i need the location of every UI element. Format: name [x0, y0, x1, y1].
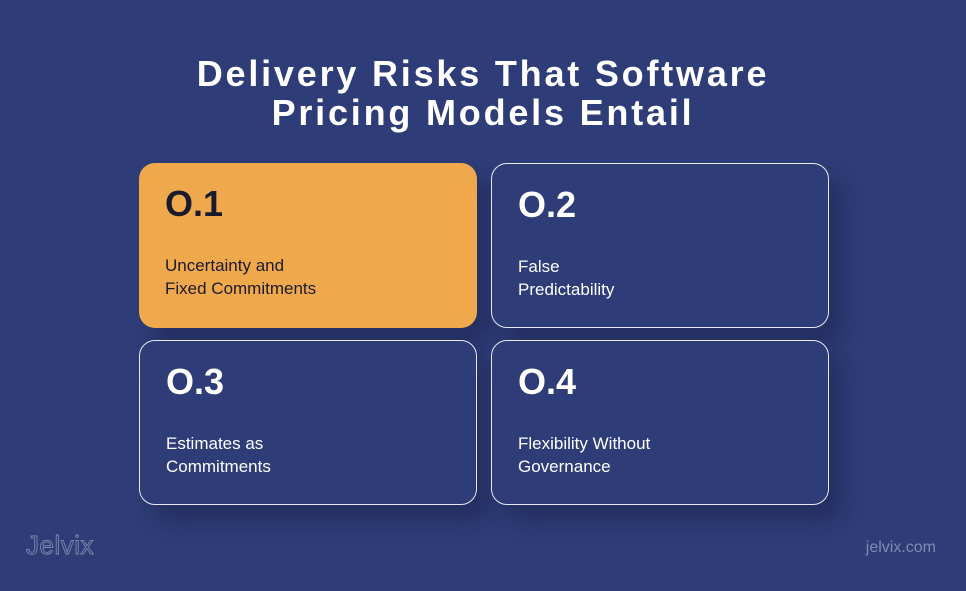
svg-text:Jelvix: Jelvix: [26, 530, 94, 560]
